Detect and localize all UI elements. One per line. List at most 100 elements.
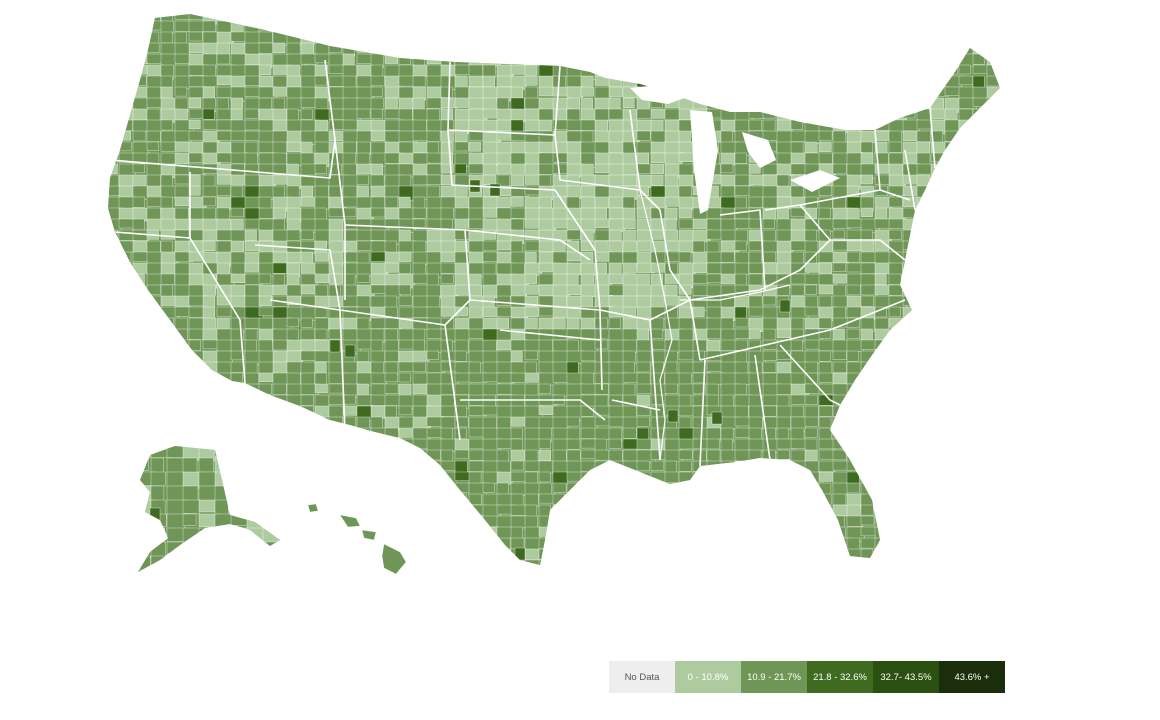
county-tile bbox=[986, 14, 1000, 23]
county-tile bbox=[118, 449, 135, 464]
county-tile bbox=[818, 108, 831, 123]
county-tile bbox=[566, 526, 581, 537]
county-tile bbox=[174, 262, 190, 275]
county-tile bbox=[678, 218, 695, 229]
county-tile bbox=[664, 559, 683, 565]
county-tile bbox=[272, 493, 288, 506]
county-tile bbox=[972, 427, 991, 438]
county-tile bbox=[874, 86, 893, 101]
county-tile bbox=[776, 317, 793, 330]
county-tile bbox=[118, 284, 137, 299]
county-tile bbox=[720, 515, 734, 530]
county-tile bbox=[972, 185, 990, 199]
county-tile bbox=[286, 229, 301, 241]
county-tile bbox=[790, 537, 805, 549]
county-tile bbox=[720, 251, 735, 263]
county-tile bbox=[342, 537, 360, 549]
county-tile bbox=[930, 537, 950, 551]
county-tile bbox=[328, 482, 347, 494]
county-tile bbox=[902, 405, 917, 420]
county-tile bbox=[552, 42, 570, 55]
county-tile bbox=[384, 471, 402, 483]
county-tile bbox=[132, 20, 147, 31]
county-tile bbox=[594, 31, 612, 43]
county-tile bbox=[860, 537, 877, 549]
county-tile bbox=[930, 306, 943, 320]
county-tile bbox=[930, 383, 944, 399]
county-tile bbox=[776, 559, 794, 565]
county-tile bbox=[958, 559, 977, 565]
county-tile bbox=[608, 471, 627, 483]
county-tile bbox=[846, 438, 862, 451]
county-tile bbox=[706, 97, 720, 111]
county-tile bbox=[748, 20, 768, 35]
county-tile bbox=[846, 416, 863, 428]
county-tile bbox=[566, 504, 585, 517]
county-tile bbox=[412, 75, 426, 87]
county-tile bbox=[818, 526, 832, 538]
county-tile bbox=[664, 537, 679, 551]
county-tile bbox=[398, 361, 414, 372]
county-tile bbox=[762, 31, 777, 43]
county-tile bbox=[902, 31, 915, 42]
county-tile bbox=[636, 64, 655, 77]
county-tile bbox=[846, 119, 866, 131]
county-tile bbox=[108, 240, 119, 255]
county-tile bbox=[146, 163, 162, 177]
county-tile bbox=[888, 449, 905, 463]
county-tile bbox=[832, 361, 847, 373]
county-tile bbox=[300, 559, 317, 565]
county-tile bbox=[958, 295, 975, 309]
county-tile bbox=[846, 14, 863, 22]
county-tile bbox=[972, 405, 985, 416]
county-tile bbox=[272, 152, 287, 165]
county-tile bbox=[118, 427, 134, 441]
county-tile bbox=[426, 460, 443, 472]
county-tile bbox=[108, 306, 118, 321]
county-tile bbox=[888, 493, 905, 506]
county-tile bbox=[664, 317, 680, 331]
county-tile bbox=[454, 482, 470, 493]
county-tile bbox=[202, 229, 219, 241]
county-tile bbox=[776, 482, 791, 493]
county-tile bbox=[944, 240, 962, 253]
county-tile bbox=[804, 493, 817, 507]
county-tile bbox=[734, 350, 747, 363]
county-tile bbox=[566, 559, 582, 565]
county-tile bbox=[132, 119, 149, 133]
county-tile bbox=[804, 31, 818, 45]
county-tile bbox=[748, 526, 764, 537]
county-tile bbox=[174, 372, 187, 385]
county-tile bbox=[874, 64, 892, 79]
county-tile bbox=[440, 482, 453, 496]
county-tile bbox=[174, 86, 188, 97]
county-tile bbox=[734, 548, 749, 563]
county-tile bbox=[286, 42, 301, 56]
county-tile bbox=[108, 328, 117, 344]
county-tile bbox=[804, 295, 818, 309]
county-tile bbox=[150, 569, 166, 572]
county-tile bbox=[790, 31, 805, 44]
county-tile bbox=[468, 548, 481, 562]
county-tile bbox=[706, 537, 724, 551]
county-tile bbox=[1001, 10, 1015, 21]
county-tile bbox=[622, 361, 635, 374]
county-tile bbox=[650, 273, 663, 285]
county-tile bbox=[818, 372, 834, 383]
county-tile bbox=[874, 416, 889, 432]
county-tile bbox=[664, 207, 678, 220]
county-tile bbox=[150, 541, 166, 559]
county-tile bbox=[510, 504, 527, 516]
county-tile bbox=[370, 548, 383, 560]
county-tile bbox=[776, 14, 793, 21]
county-tile bbox=[888, 372, 905, 384]
county-tile bbox=[244, 130, 260, 141]
county-tile bbox=[664, 64, 681, 75]
county-tile bbox=[216, 240, 233, 254]
county-tile bbox=[762, 295, 777, 306]
county-tile bbox=[916, 526, 935, 538]
county-tile bbox=[146, 526, 160, 540]
county-tile bbox=[636, 526, 650, 538]
county-tile bbox=[790, 42, 805, 54]
county-tile bbox=[230, 449, 245, 462]
